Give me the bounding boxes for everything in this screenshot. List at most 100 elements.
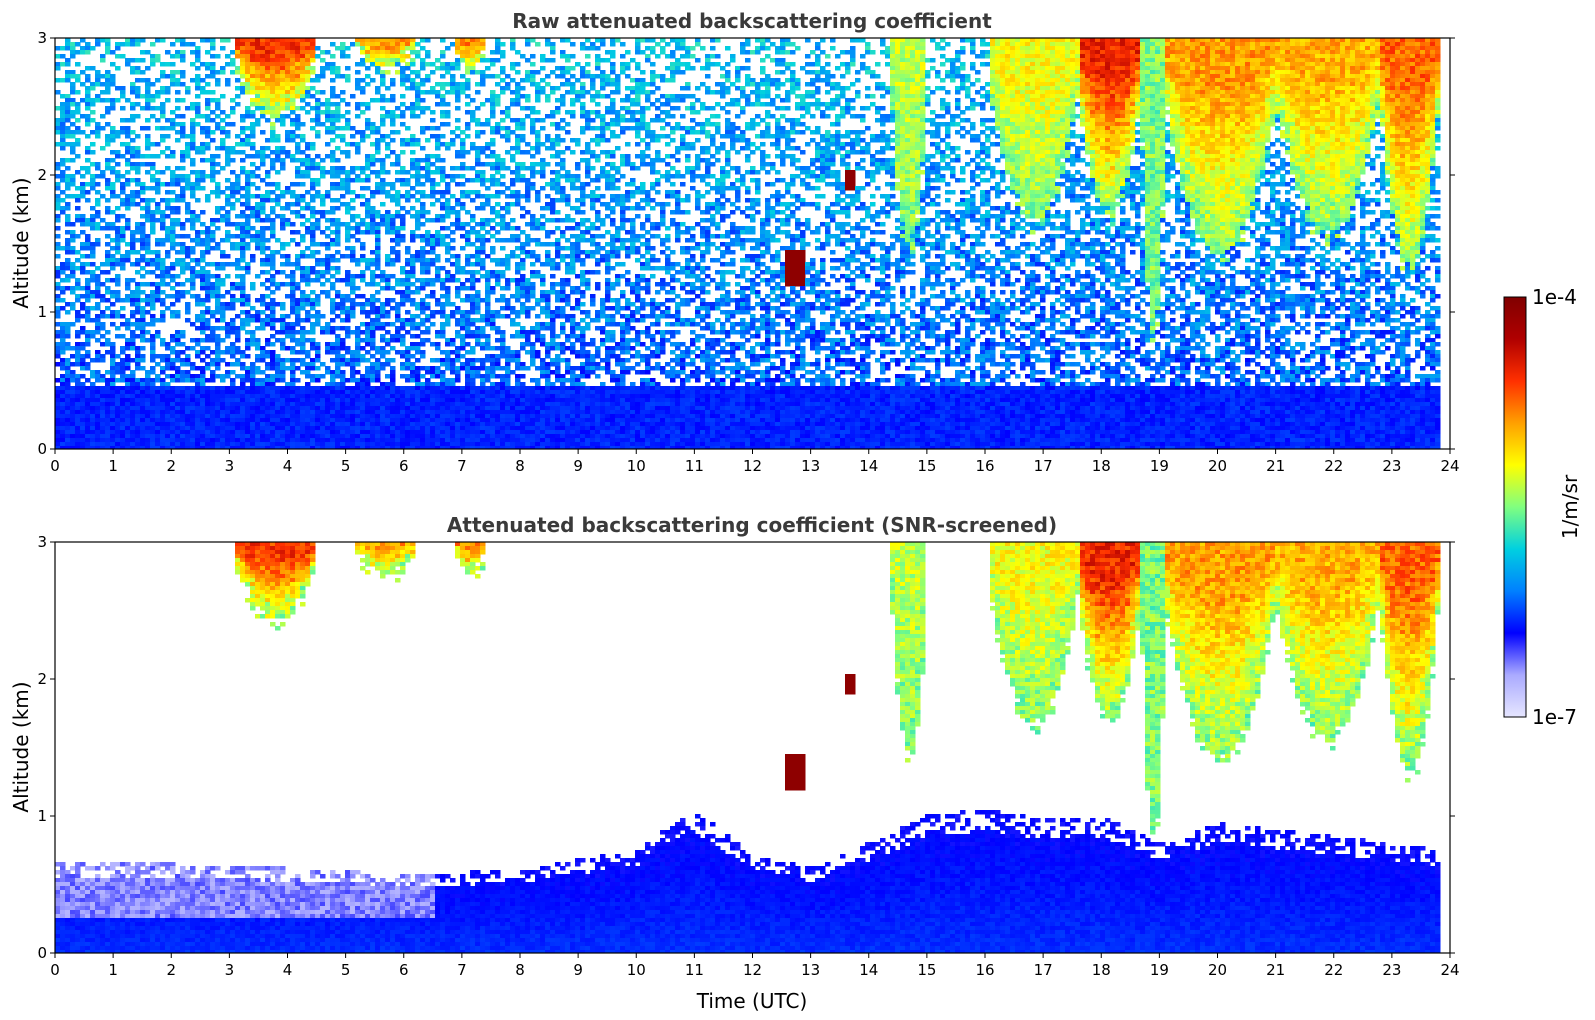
heatmap-cell xyxy=(425,138,431,143)
heatmap-cell xyxy=(145,102,151,107)
heatmap-cell xyxy=(125,358,131,363)
heatmap-cell xyxy=(425,270,431,275)
heatmap-cell xyxy=(350,434,356,439)
heatmap-cell xyxy=(390,298,396,303)
heatmap-cell xyxy=(150,354,156,359)
heatmap-cell xyxy=(270,322,276,327)
heatmap-cell xyxy=(375,138,381,143)
heatmap-cell xyxy=(70,98,76,103)
heatmap-cell xyxy=(185,250,191,255)
heatmap-cell xyxy=(370,374,376,379)
heatmap-cell xyxy=(225,262,231,267)
heatmap-cell xyxy=(355,406,361,411)
heatmap-cell xyxy=(280,362,286,367)
heatmap-cell xyxy=(290,298,296,303)
heatmap-cell xyxy=(305,102,311,107)
heatmap-cell xyxy=(70,418,76,423)
heatmap-cell xyxy=(360,194,366,199)
heatmap-cell xyxy=(165,134,171,139)
heatmap-cell xyxy=(115,406,121,411)
heatmap-cell xyxy=(75,446,81,449)
heatmap-cell xyxy=(125,146,131,151)
heatmap-cell xyxy=(400,394,406,399)
heatmap-cell xyxy=(430,402,436,407)
heatmap-cell xyxy=(400,222,406,227)
heatmap-cell xyxy=(340,298,346,303)
heatmap-cell xyxy=(105,50,111,55)
heatmap-cell xyxy=(75,118,81,123)
heatmap-cell xyxy=(385,142,391,147)
heatmap-cell xyxy=(170,362,176,367)
heatmap-cell xyxy=(260,58,266,63)
heatmap-cell xyxy=(195,442,201,447)
heatmap-cell xyxy=(315,258,321,263)
heatmap-cell xyxy=(150,114,156,119)
heatmap-cell xyxy=(105,142,111,147)
heatmap-cell xyxy=(205,114,211,119)
heatmap-cell xyxy=(180,290,186,295)
heatmap-cell xyxy=(375,54,381,59)
heatmap-cell xyxy=(60,418,66,423)
heatmap-cell xyxy=(175,438,181,443)
heatmap-cell xyxy=(385,374,391,379)
heatmap-cell xyxy=(95,214,101,219)
heatmap-cell xyxy=(170,414,176,419)
heatmap-cell xyxy=(415,366,421,371)
heatmap-cell xyxy=(110,378,116,383)
heatmap-cell xyxy=(170,386,176,391)
heatmap-cell xyxy=(430,86,436,91)
heatmap-cell xyxy=(270,46,276,51)
heatmap-cell xyxy=(250,414,256,419)
heatmap-cell xyxy=(395,130,401,135)
heatmap-cell xyxy=(445,434,451,439)
heatmap-cell xyxy=(265,110,271,115)
heatmap-cell xyxy=(405,78,411,83)
heatmap-cell xyxy=(215,294,221,299)
heatmap-cell xyxy=(380,306,386,311)
heatmap-cell xyxy=(135,406,141,411)
heatmap-cell xyxy=(405,282,411,287)
heatmap-cell xyxy=(55,194,61,199)
heatmap-cell xyxy=(400,170,406,175)
heatmap-cell xyxy=(445,82,451,87)
heatmap-cell xyxy=(205,354,211,359)
heatmap-cell xyxy=(275,442,281,447)
heatmap-cell xyxy=(395,410,401,415)
heatmap-cell xyxy=(370,142,376,147)
heatmap-cell xyxy=(340,418,346,423)
heatmap-cell xyxy=(140,234,146,239)
heatmap-cell xyxy=(200,178,206,183)
heatmap-cell xyxy=(85,430,91,435)
heatmap-cell xyxy=(380,418,386,423)
heatmap-cell xyxy=(135,250,141,255)
heatmap-cell xyxy=(145,246,151,251)
heatmap-cell xyxy=(400,298,406,303)
heatmap-cell xyxy=(375,406,381,411)
heatmap-cell xyxy=(345,182,351,187)
heatmap-cell xyxy=(415,370,421,375)
heatmap-cell xyxy=(220,314,226,319)
heatmap-cell xyxy=(380,58,386,63)
heatmap-cell xyxy=(170,218,176,223)
heatmap-cell xyxy=(120,414,126,419)
heatmap-cell xyxy=(210,70,216,75)
heatmap-cell xyxy=(130,70,136,75)
heatmap-cell xyxy=(255,58,261,63)
heatmap-cell xyxy=(135,190,141,195)
heatmap-cell xyxy=(175,90,181,95)
heatmap-cell xyxy=(445,274,451,279)
heatmap-cell xyxy=(435,66,441,71)
heatmap-cell xyxy=(445,70,451,75)
heatmap-cell xyxy=(85,118,91,123)
heatmap-cell xyxy=(75,250,81,255)
heatmap-cell xyxy=(140,346,146,351)
heatmap-cell xyxy=(360,378,366,383)
heatmap-cell xyxy=(310,42,316,47)
heatmap-cell xyxy=(435,414,441,419)
heatmap-cell xyxy=(360,402,366,407)
heatmap-cell xyxy=(270,306,276,311)
heatmap-cell xyxy=(390,194,396,199)
heatmap-cell xyxy=(295,418,301,423)
heatmap-cell xyxy=(250,342,256,347)
heatmap-cell xyxy=(275,70,281,75)
